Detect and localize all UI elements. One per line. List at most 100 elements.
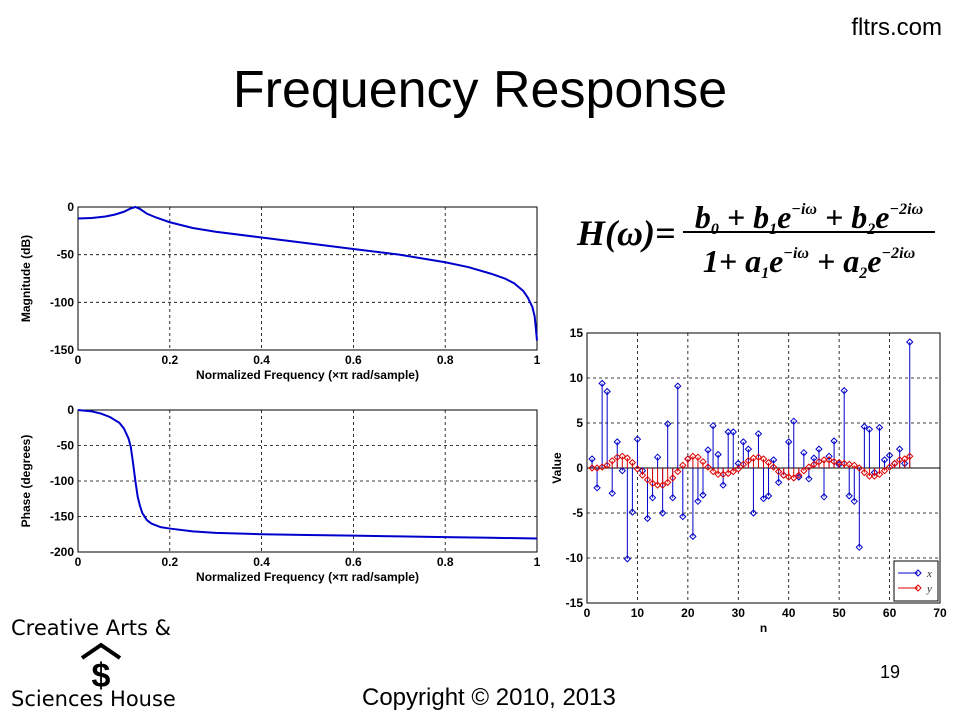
marker-y <box>815 457 823 466</box>
marker-y <box>785 473 793 481</box>
marker-y <box>800 466 808 475</box>
marker-y <box>729 467 737 476</box>
marker-y <box>795 471 803 479</box>
x-tick-label: 0 <box>75 353 82 367</box>
marker-x <box>850 497 858 506</box>
marker-y <box>880 466 889 475</box>
marker-x <box>724 428 732 436</box>
x-tick-label: 60 <box>883 606 897 620</box>
marker-y <box>704 463 712 471</box>
marker-x <box>633 435 642 443</box>
marker-x <box>764 492 773 500</box>
equation-term: e <box>875 199 890 235</box>
marker-y <box>885 463 894 471</box>
x-tick-label: 30 <box>732 606 746 620</box>
marker-x <box>830 437 838 445</box>
equation-term: 1 <box>761 265 770 282</box>
marker-x <box>880 456 889 464</box>
marker-x <box>754 430 763 438</box>
y-tick-label: 15 <box>570 326 584 340</box>
marker-y <box>643 475 652 484</box>
house-dollar-logo-icon: $ <box>80 642 122 690</box>
x-tick-label: 10 <box>631 606 645 620</box>
legend: xy <box>893 560 939 602</box>
marker-y <box>890 459 899 468</box>
marker-y <box>825 456 833 464</box>
marker-x <box>739 438 748 446</box>
x-tick-label: 0 <box>75 555 82 569</box>
marker-y <box>694 453 702 461</box>
marker-y <box>830 457 838 466</box>
marker-x <box>603 387 611 396</box>
legend-marker-y <box>914 584 922 592</box>
marker-x <box>648 493 657 502</box>
plot-area <box>77 206 538 351</box>
transfer-function-equation: H(ω)= b0 + b1e−iω + b2e−2iω 1+ a1e−iω + … <box>577 190 937 282</box>
y-axis-label: Value <box>550 452 564 484</box>
equation-fraction: b0 + b1e−iω + b2e−2iω 1+ a1e−iω + a2e−2i… <box>683 190 935 282</box>
x-tick-label: 0.4 <box>253 353 270 367</box>
marker-x <box>679 512 687 521</box>
marker-y <box>779 471 788 479</box>
marker-y <box>598 463 606 471</box>
marker-x <box>840 386 848 395</box>
marker-y <box>739 460 748 469</box>
marker-y <box>805 463 813 471</box>
copyright: Copyright © 2010, 2013 <box>362 684 616 711</box>
series-y <box>588 452 914 489</box>
y-tick-label: 0 <box>67 403 74 417</box>
fraction-bar <box>683 231 935 233</box>
marker-y <box>840 459 848 468</box>
x-axis-label: Normalized Frequency (×π rad/sample) <box>196 570 419 584</box>
marker-y <box>759 455 768 463</box>
equation-term: −iω <box>791 201 817 218</box>
equation-term: e <box>867 243 882 279</box>
y-tick-label: 0 <box>576 461 583 475</box>
legend-marker-x <box>914 569 922 577</box>
marker-x <box>749 509 758 517</box>
marker-x <box>769 456 778 464</box>
legend-label: y <box>926 583 932 595</box>
marker-y <box>689 452 697 461</box>
equation-term: −iω <box>783 245 809 262</box>
marker-x <box>875 423 884 432</box>
marker-y <box>648 479 657 488</box>
y-tick-label: 10 <box>570 371 584 385</box>
y-tick-label: -150 <box>50 343 74 357</box>
x-tick-label: 20 <box>681 606 695 620</box>
x-tick-label: 0.8 <box>437 353 454 367</box>
site-name: fltrs.com <box>851 14 942 41</box>
marker-y <box>870 472 879 480</box>
marker-x <box>860 422 869 431</box>
x-tick-label: 1 <box>534 555 541 569</box>
marker-y <box>820 456 828 464</box>
marker-x <box>744 445 753 453</box>
page-number: 19 <box>880 662 901 682</box>
marker-y <box>900 455 909 463</box>
marker-x <box>820 493 828 501</box>
marker-y <box>674 467 682 476</box>
marker-x <box>815 445 823 453</box>
marker-y <box>684 455 692 463</box>
marker-y <box>769 463 778 471</box>
marker-x <box>588 455 596 463</box>
x-tick-label: 0.8 <box>437 555 454 569</box>
equation-term: 2 <box>859 265 868 282</box>
marker-y <box>850 461 858 470</box>
marker-y <box>628 458 637 467</box>
x-tick-label: 0.2 <box>161 555 178 569</box>
marker-x <box>785 438 793 446</box>
x-axis-label: Normalized Frequency (×π rad/sample) <box>196 368 419 382</box>
magnitude-curve <box>77 205 538 341</box>
marker-y <box>865 472 874 480</box>
x-tick-label: 0.6 <box>345 353 362 367</box>
marker-y <box>835 458 843 467</box>
marker-x <box>895 445 904 453</box>
y-tick-label: -150 <box>50 510 74 524</box>
x-tick-label: 70 <box>933 606 947 620</box>
marker-y <box>709 467 717 476</box>
marker-x <box>674 382 682 390</box>
marker-y <box>608 457 616 465</box>
marker-x <box>658 509 667 517</box>
marker-x <box>704 446 712 454</box>
